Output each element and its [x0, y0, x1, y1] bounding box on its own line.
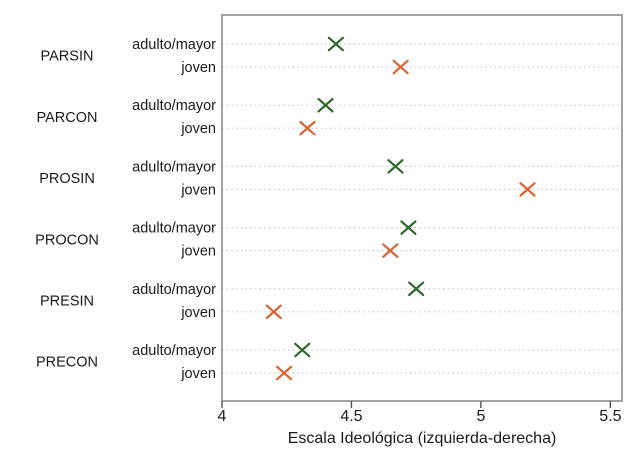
x-axis-title: Escala Ideológica (izquierda-derecha): [288, 430, 557, 447]
group-label-parcon: PARCON: [37, 110, 98, 126]
marker-x-joven: [276, 365, 293, 381]
group-label-prosin: PROSIN: [39, 171, 95, 187]
x-tick-label: 4: [218, 408, 227, 425]
marker-x-joven: [519, 182, 536, 197]
row-label-joven: joven: [180, 60, 216, 76]
row-label-adulto-mayor: adulto/mayor: [132, 343, 216, 359]
marker-x-adulto-mayor: [408, 281, 425, 297]
row-label-adulto-mayor: adulto/mayor: [132, 221, 216, 237]
group-label-presin: PRESIN: [40, 294, 94, 310]
marker-x-adulto-mayor: [294, 342, 311, 358]
x-tick-label: 4.5: [340, 408, 362, 425]
marker-x-joven: [382, 243, 399, 258]
marker-x-adulto-mayor: [387, 159, 404, 174]
row-label-joven: joven: [180, 366, 216, 382]
row-label-adulto-mayor: adulto/mayor: [132, 98, 216, 114]
marker-x-adulto-mayor: [327, 36, 345, 52]
group-label-procon: PROCON: [35, 232, 99, 248]
row-label-joven: joven: [180, 244, 216, 260]
marker-x-adulto-mayor: [400, 220, 417, 235]
x-tick-label: 5: [476, 408, 485, 425]
group-label-precon: PRECON: [36, 355, 98, 371]
group-label-parsin: PARSIN: [41, 49, 94, 65]
row-label-adulto-mayor: adulto/mayor: [132, 159, 216, 175]
marker-x-adulto-mayor: [317, 97, 334, 113]
row-label-adulto-mayor: adulto/mayor: [132, 282, 216, 298]
marker-x-joven: [392, 59, 409, 75]
marker-x-joven: [299, 120, 316, 136]
row-label-joven: joven: [180, 305, 216, 321]
row-label-adulto-mayor: adulto/mayor: [132, 37, 216, 53]
x-tick-label: 5.5: [599, 408, 621, 425]
marker-x-joven: [265, 304, 282, 320]
plot-frame: [221, 14, 623, 402]
row-label-joven: joven: [180, 121, 216, 137]
row-label-joven: joven: [180, 182, 216, 198]
